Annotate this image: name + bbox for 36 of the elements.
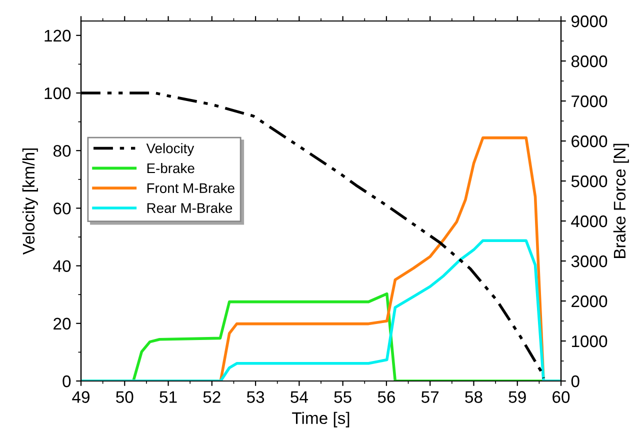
y-tick-label: 20 xyxy=(54,318,71,330)
x-tick-label: 50 xyxy=(116,391,134,403)
y-tick-label: 120 xyxy=(44,30,71,42)
y2-tick-label: 3000 xyxy=(571,255,608,268)
y2-tick-label: 6000 xyxy=(572,135,608,148)
y2-tick-label: 8000 xyxy=(571,55,608,68)
y2-tick-label: 1000 xyxy=(572,335,608,348)
x-tick-label: 56 xyxy=(378,391,395,403)
x-tick-label: 49 xyxy=(72,391,90,403)
x-tick-label: 59 xyxy=(508,391,526,403)
legend-label: Velocity xyxy=(146,143,194,156)
y2-tick-label: 5000 xyxy=(571,175,608,188)
y2-tick-label: 7000 xyxy=(572,95,608,108)
legend-label: Front M-Brake xyxy=(147,182,234,194)
y2-tick-label: 0 xyxy=(571,375,580,388)
x-tick-label: 51 xyxy=(160,391,177,403)
legend-label: E-brake xyxy=(147,162,194,174)
x-tick-label: 60 xyxy=(552,391,570,403)
y-tick-label: 0 xyxy=(62,375,71,388)
y2-axis-title: Brake Force [N] xyxy=(613,144,629,258)
x-tick-label: 54 xyxy=(290,391,308,403)
x-tick-label: 58 xyxy=(465,391,482,403)
y-tick-label: 40 xyxy=(53,260,71,272)
y2-tick-label: 4000 xyxy=(571,215,608,228)
x-tick-label: 57 xyxy=(421,391,439,403)
y2-tick-label: 9000 xyxy=(572,15,608,28)
y-axis-title: Velocity [km/h] xyxy=(22,148,38,255)
y-tick-label: 60 xyxy=(54,202,71,214)
y2-tick-label: 2000 xyxy=(572,295,608,308)
x-tick-label: 53 xyxy=(246,391,264,403)
x-tick-label: 52 xyxy=(203,391,220,403)
y-tick-label: 80 xyxy=(53,145,71,157)
legend-label: Rear M-Brake xyxy=(147,202,232,213)
x-axis-title: Time [s] xyxy=(292,412,350,428)
y-tick-label: 100 xyxy=(44,87,71,100)
x-tick-label: 55 xyxy=(334,391,352,403)
